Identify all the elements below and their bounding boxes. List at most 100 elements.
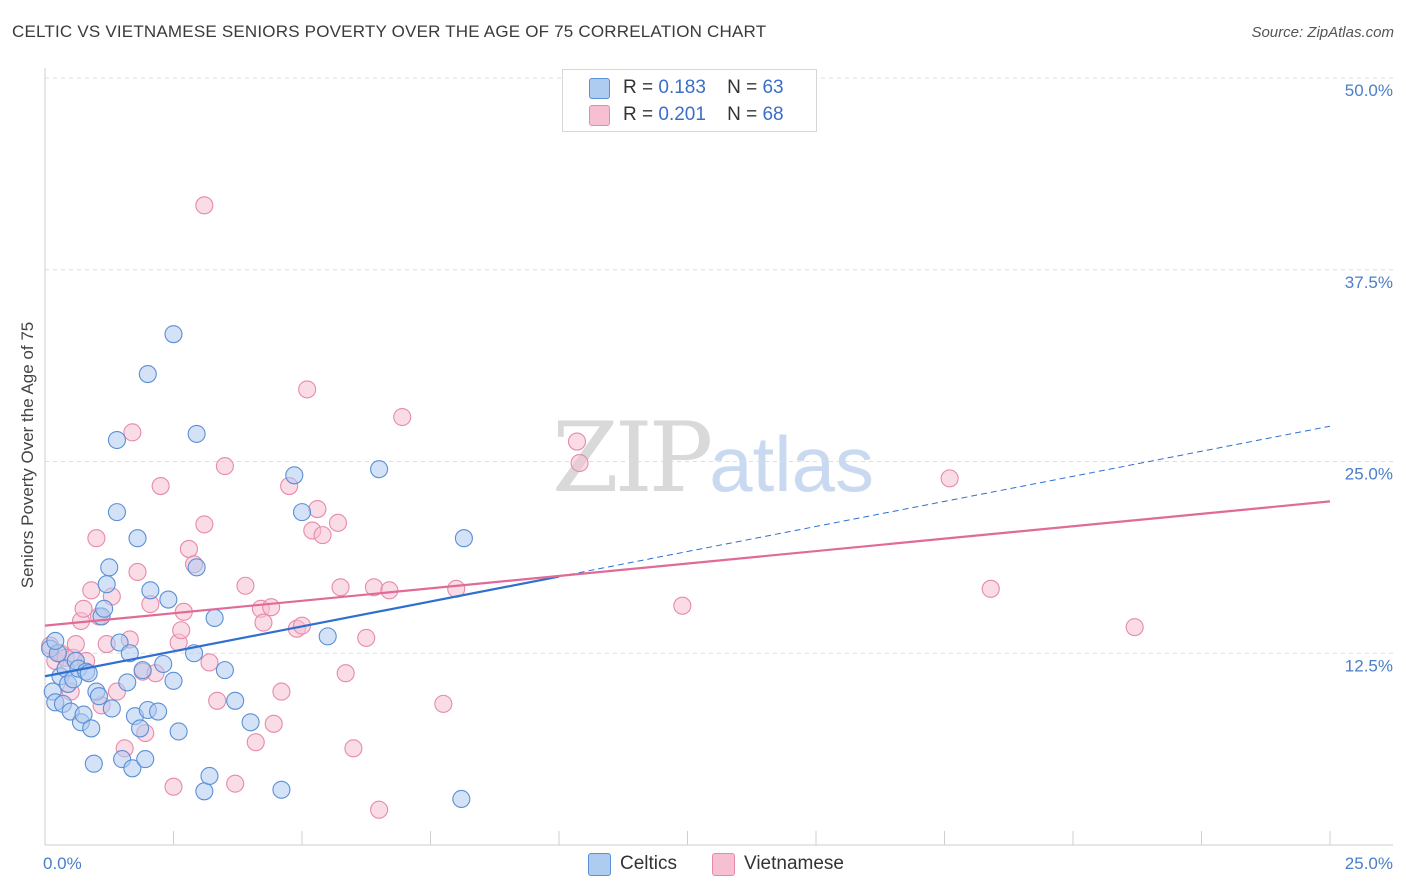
trend-line-celtics: [44, 575, 560, 678]
data-point-vietnamese: [570, 453, 589, 473]
data-point-celtics: [97, 575, 116, 594]
legend-n-label: N =: [727, 104, 758, 125]
data-point-celtics: [100, 558, 119, 577]
data-point-celtics: [118, 673, 137, 692]
y-tick-label: 37.5%: [1345, 273, 1393, 292]
data-point-vietnamese: [74, 599, 93, 618]
data-point-celtics: [84, 754, 103, 773]
data-point-vietnamese: [272, 682, 291, 701]
data-point-vietnamese: [236, 576, 255, 595]
data-point-celtics: [95, 599, 114, 618]
data-point-vietnamese: [940, 469, 959, 488]
data-point-vietnamese: [66, 634, 85, 654]
data-point-vietnamese: [298, 380, 317, 399]
data-point-celtics: [272, 780, 291, 799]
data-point-vietnamese: [128, 562, 147, 581]
data-point-vietnamese: [246, 733, 265, 752]
data-point-celtics: [74, 705, 93, 724]
watermark-atlas: atlas: [709, 420, 874, 508]
data-point-vietnamese: [87, 529, 106, 548]
data-point-celtics: [292, 503, 312, 522]
legend-r-value: 0.183: [658, 77, 706, 98]
data-point-vietnamese: [567, 432, 587, 451]
data-point-celtics: [46, 631, 65, 651]
trend-extension-celtics: [558, 425, 1331, 578]
data-point-celtics: [169, 722, 188, 741]
data-point-vietnamese: [195, 196, 214, 215]
data-point-vietnamese: [164, 777, 183, 796]
data-point-celtics: [107, 430, 127, 450]
x-tick-label: 0.0%: [43, 854, 82, 873]
data-point-vietnamese: [208, 691, 227, 710]
data-point-vietnamese: [344, 739, 363, 758]
data-point-vietnamese: [226, 774, 245, 793]
data-point-vietnamese: [370, 800, 389, 819]
data-point-vietnamese: [215, 457, 234, 476]
data-point-vietnamese: [380, 581, 399, 600]
data-point-celtics: [131, 719, 150, 738]
data-point-celtics: [82, 719, 101, 738]
source-credit: Source: ZipAtlas.com: [1251, 24, 1394, 41]
y-tick-label: 25.0%: [1345, 465, 1393, 484]
data-point-vietnamese: [434, 694, 453, 713]
data-point-celtics: [285, 466, 304, 485]
bottom-legend-label-vietnamese: Vietnamese: [744, 853, 844, 874]
data-point-celtics: [164, 325, 183, 344]
data-point-vietnamese: [254, 613, 273, 632]
data-point-celtics: [318, 627, 337, 646]
data-point-celtics: [123, 759, 142, 778]
data-point-celtics: [200, 766, 219, 786]
data-point-vietnamese: [200, 653, 219, 672]
data-point-celtics: [195, 782, 214, 801]
data-point-celtics: [107, 503, 127, 522]
legend-n-label: N =: [727, 77, 758, 98]
data-point-vietnamese: [195, 515, 214, 534]
data-point-celtics: [454, 529, 473, 548]
data-point-celtics: [136, 750, 155, 769]
y-tick-label: 12.5%: [1345, 656, 1393, 675]
legend-n-value: 68: [762, 104, 784, 125]
data-point-celtics: [241, 713, 260, 732]
bottom-legend-label-celtics: Celtics: [620, 853, 678, 874]
data-point-celtics: [226, 691, 245, 710]
correlation-legend: R = 0.183 N = 63 R = 0.201 N = 68: [562, 69, 817, 132]
data-point-celtics: [205, 608, 224, 628]
data-point-celtics: [141, 581, 160, 600]
data-point-celtics: [187, 558, 206, 577]
data-point-celtics: [120, 644, 139, 663]
data-point-vietnamese: [331, 578, 350, 597]
data-point-vietnamese: [336, 664, 355, 683]
data-point-vietnamese: [393, 407, 412, 427]
data-point-vietnamese: [308, 500, 327, 519]
data-point-celtics: [102, 699, 121, 718]
data-point-celtics: [89, 687, 109, 706]
data-point-celtics: [215, 661, 234, 680]
data-point-celtics: [452, 789, 471, 809]
data-point-celtics: [133, 661, 152, 680]
data-point-vietnamese: [357, 628, 376, 647]
data-point-celtics: [159, 590, 178, 609]
data-point-vietnamese: [262, 598, 281, 617]
data-point-vietnamese: [179, 539, 198, 558]
data-point-celtics: [154, 654, 173, 674]
legend-swatch-vietnamese: [589, 105, 610, 126]
legend-n-value: 63: [762, 77, 784, 98]
data-point-vietnamese: [313, 526, 332, 545]
x-tick-label: 25.0%: [1345, 854, 1393, 873]
data-point-vietnamese: [328, 513, 348, 532]
data-point-celtics: [128, 529, 147, 548]
trend-line-vietnamese: [44, 500, 1331, 627]
chart-title: CELTIC VS VIETNAMESE SENIORS POVERTY OVE…: [12, 22, 767, 41]
data-point-vietnamese: [172, 621, 191, 640]
data-point-celtics: [138, 365, 157, 384]
legend-r-value: 0.201: [658, 104, 706, 125]
data-point-vietnamese: [151, 476, 170, 496]
data-point-vietnamese: [123, 423, 142, 442]
data-point-vietnamese: [264, 714, 283, 733]
data-point-celtics: [164, 671, 183, 690]
legend-swatch-celtics: [589, 78, 610, 99]
data-point-celtics: [370, 460, 389, 479]
data-point-celtics: [149, 702, 168, 721]
y-tick-label: 50.0%: [1345, 81, 1393, 100]
